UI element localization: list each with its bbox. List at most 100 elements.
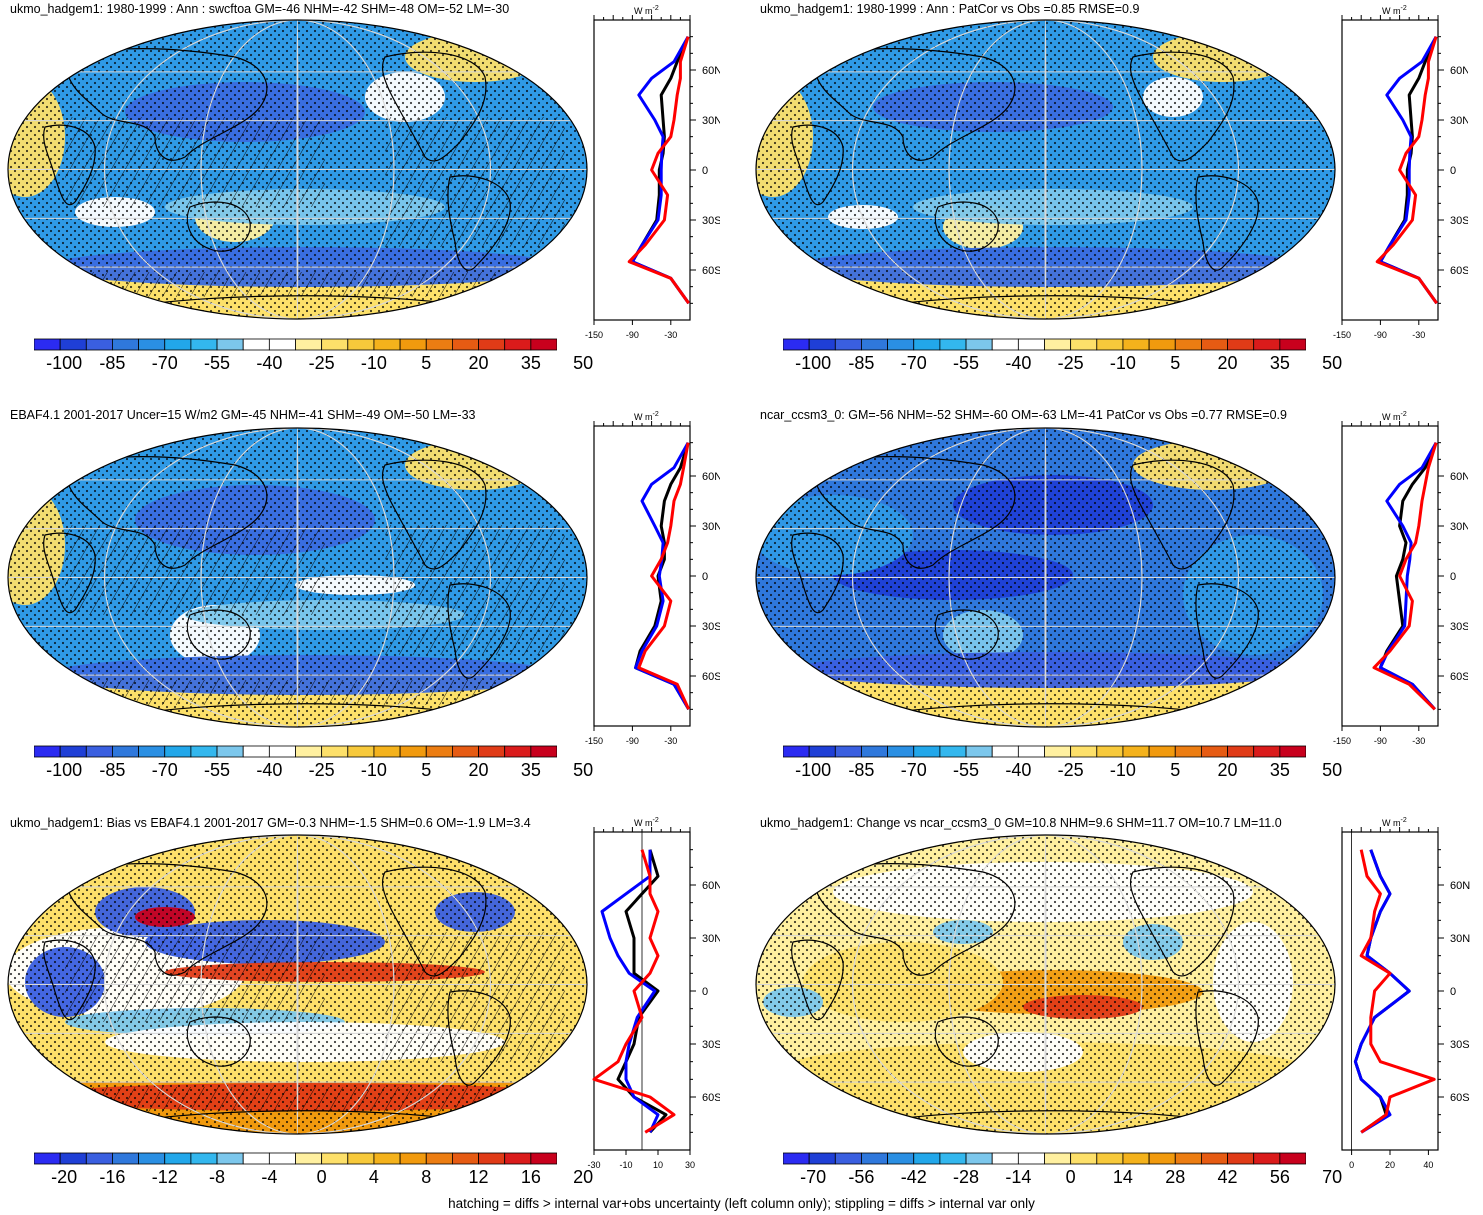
- colorbar-swatch: [1148, 1152, 1176, 1165]
- colorbar-swatch: [216, 338, 244, 351]
- colorbar-tick-label: -100: [795, 760, 832, 780]
- colorbar-swatch: [321, 745, 349, 758]
- colorbar-swatches: [34, 745, 557, 758]
- colorbar-swatch: [216, 745, 244, 758]
- colorbar-swatch: [1044, 1152, 1072, 1165]
- colorbar-tick-label: 5: [1170, 353, 1181, 373]
- colorbar-swatch: [1279, 338, 1306, 351]
- colorbar-swatch: [913, 745, 941, 758]
- colorbar-swatch: [1044, 338, 1072, 351]
- colorbar-tick-label: -10: [360, 760, 387, 780]
- panel-title: EBAF4.1 2001-2017 Uncer=15 W/m2 GM=-45 N…: [10, 408, 476, 422]
- colorbar-tick-label: -40: [1005, 353, 1032, 373]
- latitude-tick-label: 60S: [702, 265, 720, 277]
- colorbar-tick-label: 42: [1217, 1167, 1238, 1187]
- colorbar-tick-label: -85: [848, 353, 875, 373]
- colorbar-swatch: [295, 1152, 323, 1165]
- colorbar-tick-label: -10: [1109, 353, 1136, 373]
- colorbar-swatch: [34, 338, 61, 351]
- zonal-unit-label: W m-2: [634, 411, 659, 422]
- colorbar-swatches: [783, 745, 1306, 758]
- colorbar-tick-label: -40: [256, 760, 283, 780]
- colorbar-swatch: [530, 1152, 557, 1165]
- colorbar-swatch: [783, 1152, 810, 1165]
- zonal-x-tick-label: -90: [1374, 330, 1387, 340]
- latitude-tick-label: 30N: [1450, 933, 1470, 945]
- colorbar-tick-label: -8: [209, 1167, 226, 1187]
- zonal-unit-label: W m-2: [634, 817, 659, 828]
- colorbar-tick-label: 56: [1269, 1167, 1290, 1187]
- zonal-x-tick-label: 30: [685, 1160, 695, 1170]
- colorbar-swatch: [164, 745, 192, 758]
- colorbar-swatch: [34, 1152, 61, 1165]
- zonal-mean-plot: W m-2 60N 30N 0 30S 60S -150 -90 -30: [585, 411, 720, 746]
- zonal-x-tick-label: 0: [1349, 1160, 1354, 1170]
- latitude-tick-label: 60N: [1450, 65, 1468, 77]
- colorbar-tick-label: -55: [204, 760, 231, 780]
- colorbar-swatch: [425, 338, 453, 351]
- latitude-tick-label: 60N: [702, 880, 720, 892]
- colorbar-swatch: [451, 338, 479, 351]
- colorbar-tick-label: 50: [573, 353, 594, 373]
- colorbar-tick-label: -55: [953, 353, 980, 373]
- colorbar-tick-label: -25: [1057, 353, 1084, 373]
- colorbar-swatch: [321, 338, 349, 351]
- colorbar-tick-label: -40: [1005, 760, 1032, 780]
- colorbar-swatch: [530, 745, 557, 758]
- colorbar-swatch: [295, 745, 323, 758]
- colorbar-swatch: [451, 745, 479, 758]
- zonal-mean-plot: W m-2 60N 30N 0 30S 60S -150 -90 -30: [1333, 411, 1468, 746]
- colorbar-swatch: [783, 745, 810, 758]
- latitude-tick-label: 30S: [1450, 215, 1468, 227]
- latitude-tick-label: 30S: [702, 621, 720, 633]
- colorbar-swatch: [242, 1152, 270, 1165]
- zonal-unit-label: W m-2: [1382, 817, 1407, 828]
- colorbar-swatch: [808, 338, 836, 351]
- latitude-tick-label: 0: [1450, 571, 1456, 583]
- colorbar-swatch: [783, 338, 810, 351]
- colorbar-swatch: [1200, 338, 1228, 351]
- colorbar-tick-label: 70: [1322, 1167, 1343, 1187]
- colorbar-tick-label: 14: [1112, 1167, 1133, 1187]
- zonal-unit-label: W m-2: [1382, 5, 1407, 16]
- colorbar-swatch: [1227, 745, 1255, 758]
- colorbar-swatch: [321, 1152, 349, 1165]
- colorbar-swatch: [112, 1152, 139, 1165]
- colorbar-swatch: [190, 745, 218, 758]
- colorbar-tick-label: -55: [953, 760, 980, 780]
- colorbar-tick-label: 0: [1065, 1167, 1076, 1187]
- zonal-x-tick-label: 10: [653, 1160, 663, 1170]
- colorbar-swatch: [887, 1152, 915, 1165]
- colorbar-swatch: [268, 1152, 296, 1165]
- latitude-tick-label: 60N: [702, 471, 720, 483]
- colorbar-swatch: [59, 745, 87, 758]
- colorbar-swatch: [834, 745, 862, 758]
- colorbar-swatch: [913, 1152, 941, 1165]
- colorbar-swatch: [1122, 338, 1150, 351]
- colorbar-swatch: [1070, 338, 1098, 351]
- colorbar-swatch: [347, 338, 375, 351]
- colorbar-swatch: [1148, 338, 1176, 351]
- colorbar-swatch: [59, 338, 87, 351]
- colorbar-tick-label: 20: [573, 1167, 594, 1187]
- latitude-tick-label: 30N: [1450, 521, 1468, 533]
- colorbar-swatch: [399, 338, 427, 351]
- zonal-series-line: [1359, 849, 1436, 1134]
- colorbar-swatch: [965, 338, 993, 351]
- colorbar-tick-label: 35: [1269, 353, 1290, 373]
- colorbar-swatch: [373, 338, 401, 351]
- colorbar-swatches: [34, 338, 557, 351]
- panel-title: ukmo_hadgem1: 1980-1999 : Ann : swcftoa …: [10, 2, 510, 16]
- colorbar-swatch: [1200, 745, 1228, 758]
- colorbar-swatch: [1070, 745, 1098, 758]
- colorbar-swatch: [242, 745, 270, 758]
- zonal-series-line: [630, 35, 690, 305]
- colorbar-tick-label: 12: [468, 1167, 489, 1187]
- colorbar-swatch: [1227, 1152, 1255, 1165]
- colorbar-swatches: [783, 338, 1306, 351]
- colorbar-tick-label: -14: [1005, 1167, 1032, 1187]
- panel-title: ncar_ccsm3_0: GM=-56 NHM=-52 SHM=-60 OM=…: [760, 408, 1287, 422]
- latitude-tick-label: 60S: [702, 1092, 720, 1104]
- colorbar-swatch: [478, 1152, 506, 1165]
- panel-title: ukmo_hadgem1: 1980-1999 : Ann : PatCor v…: [760, 2, 1140, 16]
